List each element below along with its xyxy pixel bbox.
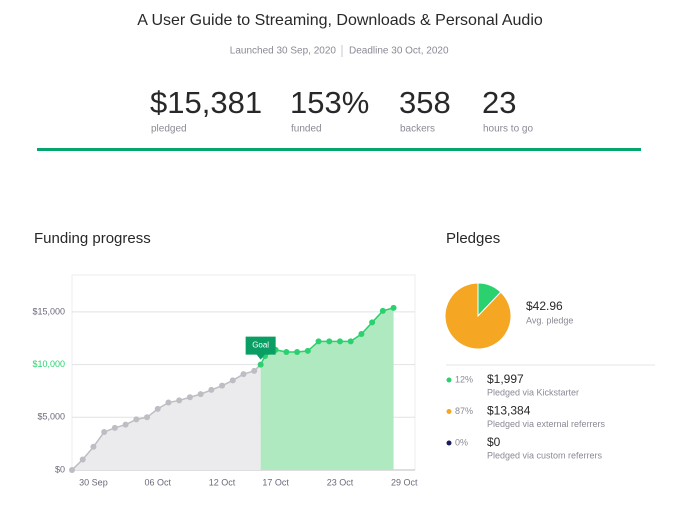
stat-label: hours to go xyxy=(483,124,533,135)
stat-value: 358 xyxy=(399,85,451,120)
point xyxy=(176,397,183,404)
point xyxy=(154,405,161,412)
point xyxy=(165,399,172,406)
stat-value: 23 xyxy=(482,85,516,120)
point xyxy=(304,347,311,354)
point xyxy=(144,414,151,421)
point xyxy=(69,467,75,473)
progress-bar xyxy=(37,148,641,151)
point xyxy=(79,456,86,463)
launched: Launched 30 Sep, 2020 xyxy=(230,46,337,57)
point xyxy=(197,391,204,398)
point xyxy=(90,443,97,450)
point xyxy=(390,304,397,311)
point xyxy=(326,338,333,345)
legend-label: Pledged via external referrers xyxy=(487,419,606,429)
x-tick-label: 30 Sep xyxy=(79,477,108,487)
stat-label: backers xyxy=(400,124,435,135)
legend-amount: $13,384 xyxy=(487,404,531,418)
deadline: Deadline 30 Oct, 2020 xyxy=(349,46,449,57)
point xyxy=(369,319,376,326)
section-title: Pledges xyxy=(446,230,500,247)
point xyxy=(101,429,108,436)
legend-percent: 87% xyxy=(455,406,473,416)
section-title: Funding progress xyxy=(34,230,151,247)
legend-label: Pledged via custom referrers xyxy=(487,450,603,460)
point xyxy=(240,371,247,378)
point xyxy=(294,348,301,355)
legend-dot xyxy=(446,377,452,383)
avg-label: Avg. pledge xyxy=(526,315,573,325)
point xyxy=(111,424,118,431)
goal-badge xyxy=(245,336,276,360)
y-tick-label: $0 xyxy=(55,464,65,474)
point xyxy=(122,421,129,428)
stat-value: $15,381 xyxy=(150,85,262,120)
y-tick-label: $15,000 xyxy=(32,306,65,316)
x-tick-label: 06 Oct xyxy=(144,477,171,487)
point xyxy=(315,338,322,345)
y-tick-label: $5,000 xyxy=(37,412,65,422)
x-tick-label: 23 Oct xyxy=(327,477,354,487)
pie-slice xyxy=(444,282,512,350)
legend-amount: $0 xyxy=(487,435,501,449)
point xyxy=(186,394,193,401)
point xyxy=(257,361,264,368)
legend-amount: $1,997 xyxy=(487,372,524,386)
stat-value: 153% xyxy=(290,85,369,120)
point xyxy=(229,377,236,384)
stat-label: funded xyxy=(291,124,322,135)
point xyxy=(358,331,365,338)
legend-dot xyxy=(446,409,452,414)
point xyxy=(347,338,354,345)
avg-value: $42.96 xyxy=(526,299,563,313)
point xyxy=(336,338,343,345)
title: A User Guide to Streaming, Downloads & P… xyxy=(137,12,543,29)
point xyxy=(283,348,290,355)
legend-percent: 12% xyxy=(455,374,473,384)
x-tick-label: 12 Oct xyxy=(209,477,236,487)
x-tick-label: 29 Oct xyxy=(391,477,418,487)
point xyxy=(133,416,140,423)
y-tick-label: $10,000 xyxy=(32,359,65,369)
point xyxy=(208,386,215,393)
point xyxy=(219,382,226,389)
stat-label: pledged xyxy=(151,124,187,135)
legend-label: Pledged via Kickstarter xyxy=(487,387,579,397)
point xyxy=(251,367,258,374)
x-tick-label: 17 Oct xyxy=(262,477,289,487)
point xyxy=(379,307,386,314)
area xyxy=(260,307,394,470)
goal-label: Goal xyxy=(252,341,269,350)
legend-percent: 0% xyxy=(455,437,468,447)
legend-dot xyxy=(446,440,452,446)
